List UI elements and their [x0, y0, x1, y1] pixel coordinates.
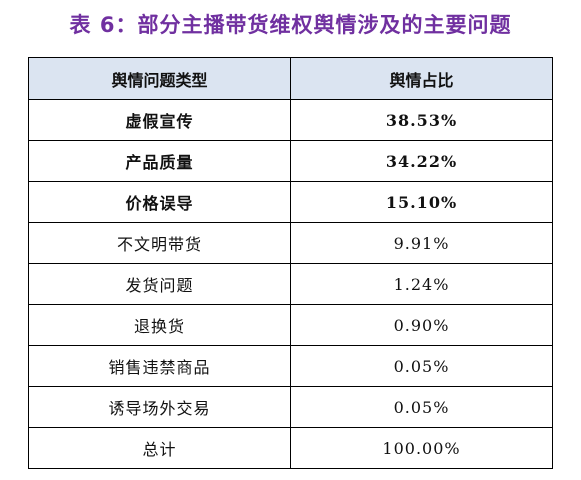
table-row-total: 总计 100.00%: [28, 427, 553, 469]
header-row: 舆情问题类型 舆情占比: [28, 57, 553, 100]
share-cell: 0.90%: [290, 304, 553, 346]
issue-type-cell: 销售违禁商品: [28, 345, 291, 387]
issue-share-table: 舆情问题类型 舆情占比 虚假宣传 38.53% 产品质量 34.22% 价格误导…: [28, 57, 553, 469]
column-header-issue-type: 舆情问题类型: [28, 57, 291, 100]
share-text: 34.22%: [385, 151, 458, 171]
issue-type-cell: 产品质量: [28, 140, 291, 182]
issue-type-text: 销售违禁商品: [108, 358, 211, 377]
share-cell: 100.00%: [290, 427, 553, 469]
issue-type-cell: 总计: [28, 427, 291, 469]
table-row: 价格误导 15.10%: [28, 181, 553, 223]
share-text: 1.24%: [393, 274, 450, 294]
table-caption: 表 6：部分主播带货维权舆情涉及的主要问题: [69, 13, 512, 37]
share-cell: 34.22%: [290, 140, 553, 182]
share-cell: 1.24%: [290, 263, 553, 305]
issue-type-text: 诱导场外交易: [108, 399, 211, 418]
share-cell: 15.10%: [290, 181, 553, 223]
issue-type-cell: 价格误导: [28, 181, 291, 223]
issue-type-text: 总计: [142, 440, 177, 459]
share-cell: 38.53%: [290, 99, 553, 141]
table-row: 产品质量 34.22%: [28, 140, 553, 182]
column-header-share: 舆情占比: [290, 57, 553, 100]
share-text: 38.53%: [385, 110, 458, 130]
issue-type-cell: 诱导场外交易: [28, 386, 291, 428]
issue-type-cell: 不文明带货: [28, 222, 291, 264]
table-row: 退换货 0.90%: [28, 304, 553, 346]
share-text: 15.10%: [385, 192, 458, 212]
table-row: 发货问题 1.24%: [28, 263, 553, 305]
issue-type-text: 不文明带货: [116, 235, 202, 254]
share-text: 9.91%: [393, 233, 450, 253]
table-row: 不文明带货 9.91%: [28, 222, 553, 264]
issue-type-text: 虚假宣传: [125, 112, 194, 131]
share-cell: 0.05%: [290, 386, 553, 428]
share-cell: 0.05%: [290, 345, 553, 387]
share-text: 100.00%: [382, 438, 461, 458]
issue-type-text: 退换货: [133, 317, 185, 336]
table-row: 虚假宣传 38.53%: [28, 99, 553, 141]
share-text: 0.05%: [393, 356, 450, 376]
table-row: 销售违禁商品 0.05%: [28, 345, 553, 387]
issue-type-cell: 虚假宣传: [28, 99, 291, 141]
issue-type-cell: 发货问题: [28, 263, 291, 305]
issue-type-text: 产品质量: [125, 153, 194, 172]
table-header: 舆情问题类型 舆情占比: [28, 57, 553, 100]
issue-type-cell: 退换货: [28, 304, 291, 346]
table-row: 诱导场外交易 0.05%: [28, 386, 553, 428]
issue-type-text: 价格误导: [125, 194, 194, 213]
issue-type-text: 发货问题: [125, 276, 194, 295]
share-text: 0.90%: [393, 315, 450, 335]
share-cell: 9.91%: [290, 222, 553, 264]
table-body: 虚假宣传 38.53% 产品质量 34.22% 价格误导 15.10% 不文明带…: [28, 99, 553, 469]
share-text: 0.05%: [393, 397, 450, 417]
